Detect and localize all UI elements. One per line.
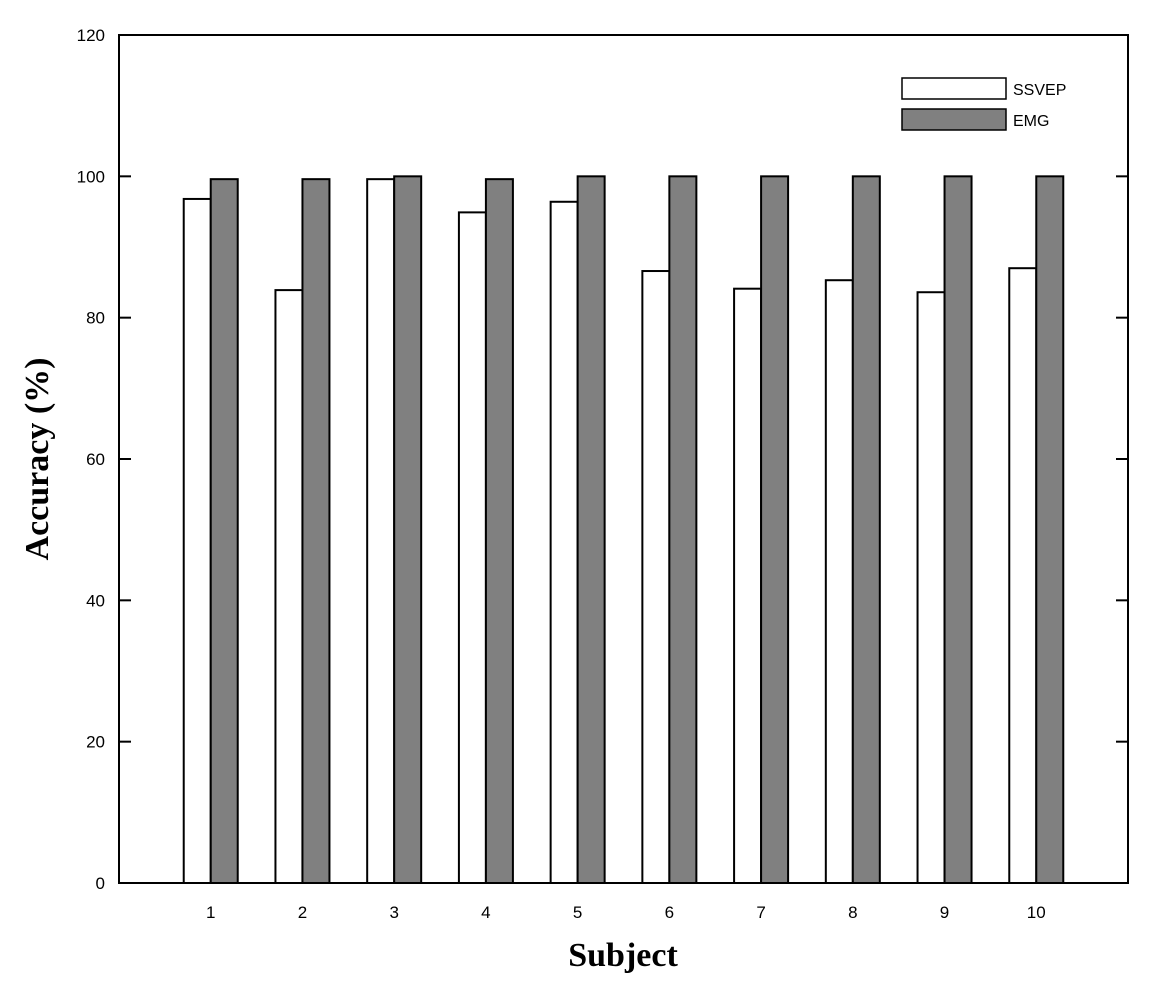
legend-swatch-emg (901, 108, 1007, 131)
bar-emg-subject-4 (484, 178, 514, 885)
y-tick-label: 40 (86, 591, 105, 610)
y-axis-title: Accuracy (%) (19, 358, 56, 561)
x-tick-label: 8 (848, 903, 857, 922)
bar-ssvep-subject-7 (733, 287, 763, 884)
bar-emg-subject-3 (393, 175, 423, 885)
bar-emg-subject-7 (760, 175, 790, 885)
y-tick-label: 100 (77, 167, 105, 186)
bar-ssvep-subject-2 (274, 289, 304, 884)
x-tick-label: 5 (573, 903, 582, 922)
bar-ssvep-subject-3 (366, 178, 396, 885)
y-tick-label: 0 (96, 874, 105, 893)
y-tick-label: 80 (86, 309, 105, 328)
bar-emg-subject-2 (301, 178, 331, 885)
x-tick-label: 6 (665, 903, 674, 922)
bar-ssvep-subject-6 (641, 270, 671, 884)
bar-ssvep-subject-4 (457, 211, 487, 884)
bar-ssvep-subject-8 (824, 279, 854, 885)
y-tick-label: 20 (86, 733, 105, 752)
bar-ssvep-subject-10 (1008, 267, 1038, 884)
legend-label-ssvep: SSVEP (1013, 82, 1066, 99)
bar-emg-subject-6 (668, 175, 698, 885)
x-axis-title: Subject (568, 937, 678, 974)
bar-ssvep-subject-5 (549, 200, 579, 885)
legend: SSVEP EMG (901, 77, 1066, 131)
bar-emg-subject-1 (209, 178, 239, 885)
x-tick-label: 2 (298, 903, 307, 922)
y-tick-label: 120 (77, 26, 105, 45)
x-tick-label: 7 (756, 903, 765, 922)
bar-emg-subject-9 (943, 175, 973, 885)
bar-emg-subject-5 (576, 175, 606, 885)
x-tick-label: 9 (940, 903, 949, 922)
legend-label-emg: EMG (1013, 113, 1049, 130)
legend-swatch-ssvep (901, 77, 1007, 100)
bar-ssvep-subject-1 (182, 197, 212, 885)
x-tick-label: 3 (389, 903, 398, 922)
x-tick-label: 4 (481, 903, 490, 922)
bar-ssvep-subject-9 (916, 291, 946, 884)
bar-emg-subject-8 (851, 175, 881, 885)
bar-emg-subject-10 (1035, 175, 1065, 885)
x-tick-label: 10 (1027, 903, 1046, 922)
plot-frame (118, 34, 1129, 884)
y-tick-label: 60 (86, 450, 105, 469)
x-tick-label: 1 (206, 903, 215, 922)
